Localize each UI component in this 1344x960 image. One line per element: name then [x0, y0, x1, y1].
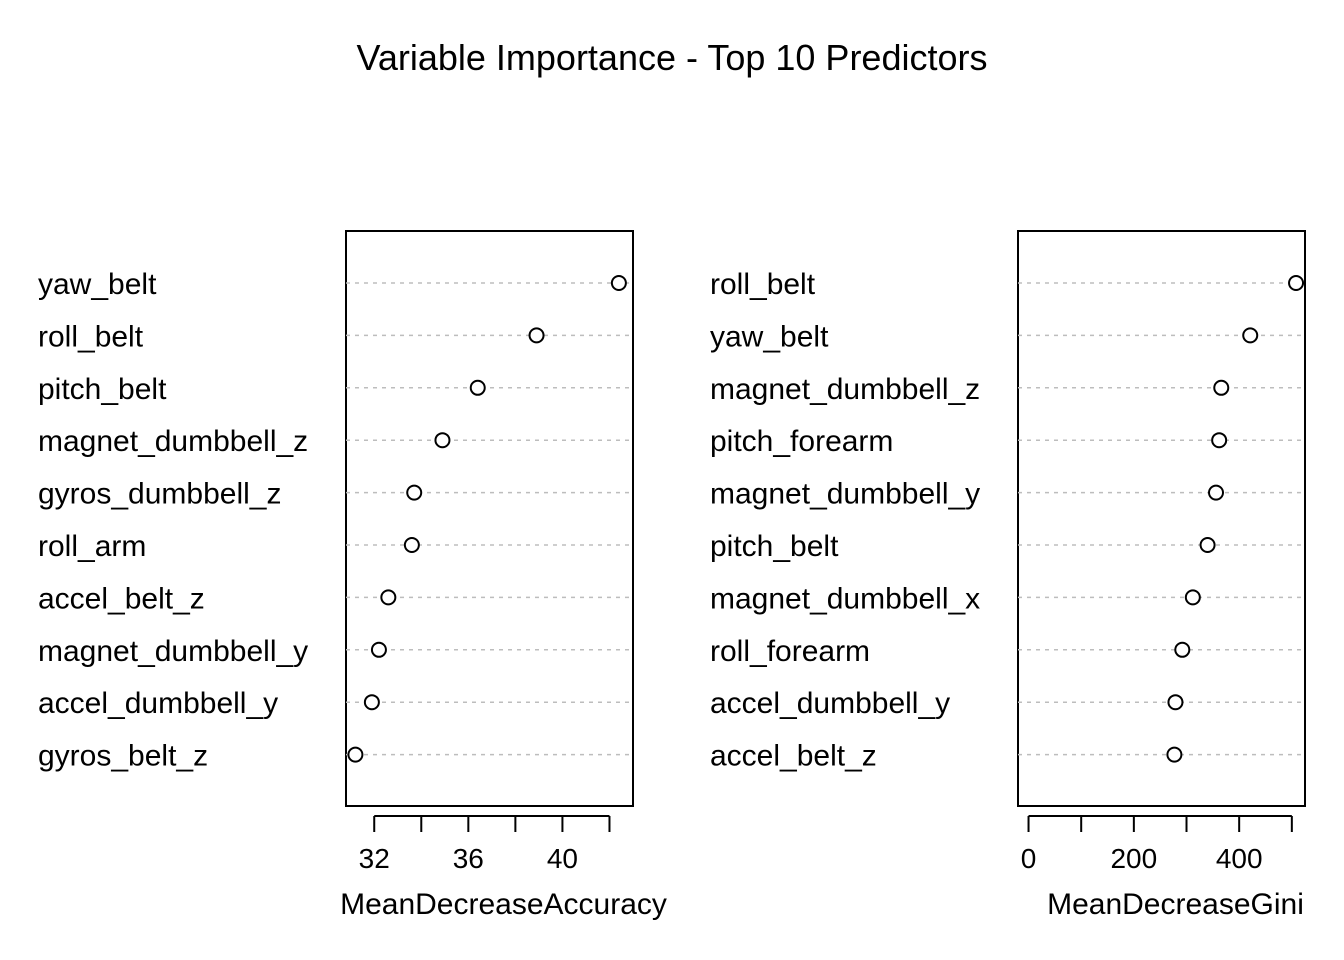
dot-row: accel_dumbbell_y	[710, 687, 1305, 720]
category-label: roll_forearm	[710, 635, 870, 668]
category-label: accel_dumbbell_y	[710, 687, 950, 720]
data-point	[1184, 589, 1201, 606]
data-point	[1211, 432, 1228, 449]
data-point	[347, 746, 364, 763]
x-axis-label: MeanDecreaseAccuracy	[340, 888, 667, 921]
dot-row: magnet_dumbbell_x	[710, 582, 1305, 615]
dot-row: yaw_belt	[710, 320, 1305, 353]
category-label: accel_belt_z	[710, 740, 877, 773]
x-tick-label: 0	[1021, 843, 1037, 874]
x-axis-label: MeanDecreaseGini	[1047, 888, 1304, 921]
dot-row: roll_forearm	[710, 635, 1305, 668]
x-tick-label: 200	[1110, 843, 1157, 874]
category-label: magnet_dumbbell_y	[710, 478, 980, 511]
category-label: magnet_dumbbell_z	[710, 373, 980, 406]
dot-row: pitch_belt	[710, 530, 1305, 563]
data-point	[434, 432, 451, 449]
category-label: pitch_belt	[38, 373, 167, 406]
dot-row: accel_dumbbell_y	[38, 687, 633, 720]
data-point	[1166, 746, 1183, 763]
x-tick-label: 36	[453, 843, 484, 874]
data-point	[1242, 327, 1259, 344]
data-point	[1174, 641, 1191, 658]
category-label: yaw_belt	[710, 320, 829, 353]
dot-row: roll_belt	[710, 268, 1305, 301]
category-label: magnet_dumbbell_x	[710, 582, 980, 615]
data-point	[610, 275, 627, 291]
category-label: roll_arm	[38, 530, 146, 563]
category-label: pitch_belt	[710, 530, 839, 563]
data-point	[1213, 379, 1230, 396]
data-point	[469, 379, 486, 396]
dot-row: magnet_dumbbell_y	[38, 635, 633, 668]
category-label: accel_dumbbell_y	[38, 687, 278, 720]
category-label: accel_belt_z	[38, 582, 205, 615]
data-point	[1208, 484, 1225, 501]
data-point	[363, 694, 380, 711]
data-point	[1199, 537, 1216, 553]
category-label: magnet_dumbbell_y	[38, 635, 308, 668]
chart-title: Variable Importance - Top 10 Predictors	[357, 37, 988, 78]
panel-2: roll_belt yaw_belt magnet_dumbbell_z pitch_…	[710, 230, 1306, 921]
dot-row: accel_belt_z	[38, 582, 633, 615]
dot-row: gyros_belt_z	[38, 740, 633, 773]
data-point	[1167, 694, 1184, 711]
x-tick-label: 400	[1216, 843, 1263, 874]
panel-1: yaw_belt roll_belt pitch_belt magnet_dumbbe…	[38, 230, 667, 921]
dot-row: magnet_dumbbell_y	[710, 478, 1305, 511]
category-label: roll_belt	[38, 320, 144, 353]
category-label: gyros_dumbbell_z	[38, 478, 281, 511]
category-label: roll_belt	[710, 268, 816, 301]
dot-row: accel_belt_z	[710, 740, 1305, 773]
dot-row: roll_belt	[38, 320, 633, 353]
data-point	[403, 537, 420, 553]
category-label: gyros_belt_z	[38, 740, 208, 773]
data-point	[528, 327, 545, 344]
x-tick-label: 40	[547, 843, 578, 874]
data-point	[380, 589, 397, 606]
dot-row: roll_arm	[38, 530, 633, 563]
x-tick-label: 32	[359, 843, 390, 874]
dotchart-panels: yaw_belt roll_belt pitch_belt magnet_dumbbe…	[38, 230, 1306, 921]
data-point	[406, 484, 423, 501]
category-label: yaw_belt	[38, 268, 157, 301]
dot-row: pitch_belt	[38, 373, 633, 406]
category-label: magnet_dumbbell_z	[38, 425, 308, 458]
dot-row: pitch_forearm	[710, 425, 1305, 458]
data-point	[370, 641, 387, 658]
plot-frame	[345, 230, 634, 807]
plot-frame	[1017, 230, 1306, 807]
dot-row: yaw_belt	[38, 268, 633, 301]
data-point	[1288, 275, 1305, 291]
dot-row: gyros_dumbbell_z	[38, 478, 633, 511]
category-label: pitch_forearm	[710, 425, 893, 458]
dot-row: magnet_dumbbell_z	[38, 425, 633, 458]
dot-row: magnet_dumbbell_z	[710, 373, 1305, 406]
